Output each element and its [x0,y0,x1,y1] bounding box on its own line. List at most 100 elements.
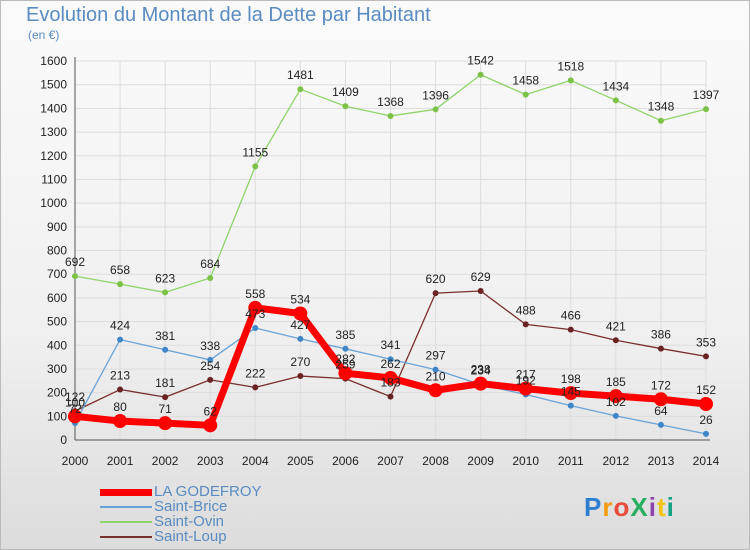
data-label-la-godefroy: 534 [290,293,310,307]
legend-swatch [100,488,152,496]
data-label-la-godefroy: 558 [245,287,265,301]
y-tick-label: 800 [47,244,67,258]
y-tick-label: 100 [47,409,67,423]
point-saint-brice [207,356,214,363]
data-label-la-godefroy: 62 [204,404,218,418]
data-label-saint-brice: 26 [699,413,713,427]
point-saint-brice [387,356,394,363]
data-label-saint-loup: 620 [426,272,446,286]
logo-letter: t [656,492,667,522]
point-la-godefroy [203,418,218,433]
point-saint-brice [657,421,664,428]
data-label-saint-brice: 102 [606,395,626,409]
data-label-saint-loup: 629 [471,270,491,284]
data-label-saint-brice: 385 [335,328,355,342]
data-label-saint-ovin: 1368 [377,95,404,109]
chart-legend: LA GODEFROY Saint-Brice Saint-Ovin Saint-Lo… [100,484,262,544]
x-tick-label: 2013 [648,454,675,468]
chart-subtitle: (en €) [28,28,60,42]
data-label-saint-ovin: 1542 [467,54,494,68]
point-saint-loup [297,373,304,380]
data-label-la-godefroy: 198 [561,372,581,386]
y-tick-label: 500 [47,315,67,329]
x-tick-label: 2008 [422,454,449,468]
logo-letter: X [630,492,649,522]
point-saint-ovin [432,106,439,113]
data-label-la-godefroy: 262 [380,357,400,371]
point-saint-loup [477,288,484,295]
legend-item: Saint-Ovin [100,514,262,529]
data-label-saint-brice: 64 [654,404,668,418]
point-saint-loup [117,386,124,393]
point-saint-brice [432,366,439,373]
x-tick-label: 2001 [107,454,134,468]
data-label-saint-loup: 122 [65,390,85,404]
y-tick-label: 400 [47,338,67,352]
point-la-godefroy [518,381,533,396]
y-tick-label: 1400 [40,101,67,115]
point-saint-ovin [387,112,394,119]
x-tick-label: 2014 [693,454,720,468]
point-saint-ovin [477,71,484,78]
y-tick-label: 300 [47,362,67,376]
data-label-saint-loup: 259 [335,358,355,372]
data-label-la-godefroy: 217 [516,368,536,382]
legend-item: Saint-Loup [100,529,262,544]
y-tick-label: 1000 [40,196,67,210]
y-tick-label: 0 [60,433,67,447]
data-label-saint-brice: 145 [561,385,581,399]
data-label-saint-ovin: 692 [65,255,85,269]
legend-label: LA GODEFROY [154,483,262,500]
point-saint-brice [612,412,619,419]
x-tick-label: 2005 [287,454,314,468]
y-tick-label: 1100 [41,172,67,186]
point-saint-loup [522,321,529,328]
data-label-saint-brice: 192 [516,374,536,388]
point-saint-ovin [703,106,709,113]
data-label-saint-ovin: 1481 [287,68,314,82]
y-tick-label: 200 [47,386,67,400]
legend-label: Saint-Ovin [154,513,225,530]
point-saint-brice [117,336,124,343]
data-label-la-godefroy: 210 [426,369,446,383]
data-label-saint-brice: 338 [200,339,220,353]
chart-title: Evolution du Montant de la Dette par Hab… [26,4,431,26]
legend-label: Saint-Loup [154,528,227,545]
legend-swatch [100,506,152,508]
data-label-saint-loup: 254 [200,359,220,373]
point-saint-brice [162,346,169,353]
logo-letter: o [613,492,631,522]
point-saint-ovin [252,163,259,170]
proxiti-logo: ProXiti [584,492,675,523]
point-la-godefroy [473,376,488,391]
point-la-godefroy [338,366,353,381]
data-label-saint-ovin: 1409 [332,85,359,99]
data-label-la-godefroy: 71 [158,402,172,416]
point-saint-ovin [117,281,124,288]
point-saint-loup [657,345,664,352]
data-label-la-godefroy: 282 [335,352,355,366]
data-label-saint-ovin: 623 [155,271,175,285]
point-la-godefroy [113,414,128,429]
data-label-la-godefroy: 100 [65,395,85,409]
data-label-saint-ovin: 1518 [557,59,584,73]
x-tick-label: 2010 [512,454,539,468]
point-la-godefroy [653,392,668,407]
point-saint-loup [162,394,169,401]
data-label-saint-ovin: 1397 [693,88,720,102]
data-label-saint-loup: 466 [561,309,581,323]
point-la-godefroy [293,306,308,321]
legend-item: LA GODEFROY [100,484,262,499]
data-label-saint-loup: 183 [380,376,400,390]
point-saint-ovin [342,103,349,110]
point-la-godefroy [158,416,173,431]
point-saint-ovin [567,77,574,84]
legend-item: Saint-Brice [100,499,262,514]
point-saint-ovin [657,117,664,124]
x-tick-label: 2003 [197,454,224,468]
data-label-la-godefroy: 238 [471,363,491,377]
data-label-la-godefroy: 172 [651,378,671,392]
y-tick-label: 700 [47,267,67,281]
data-label-saint-ovin: 1434 [603,79,630,93]
